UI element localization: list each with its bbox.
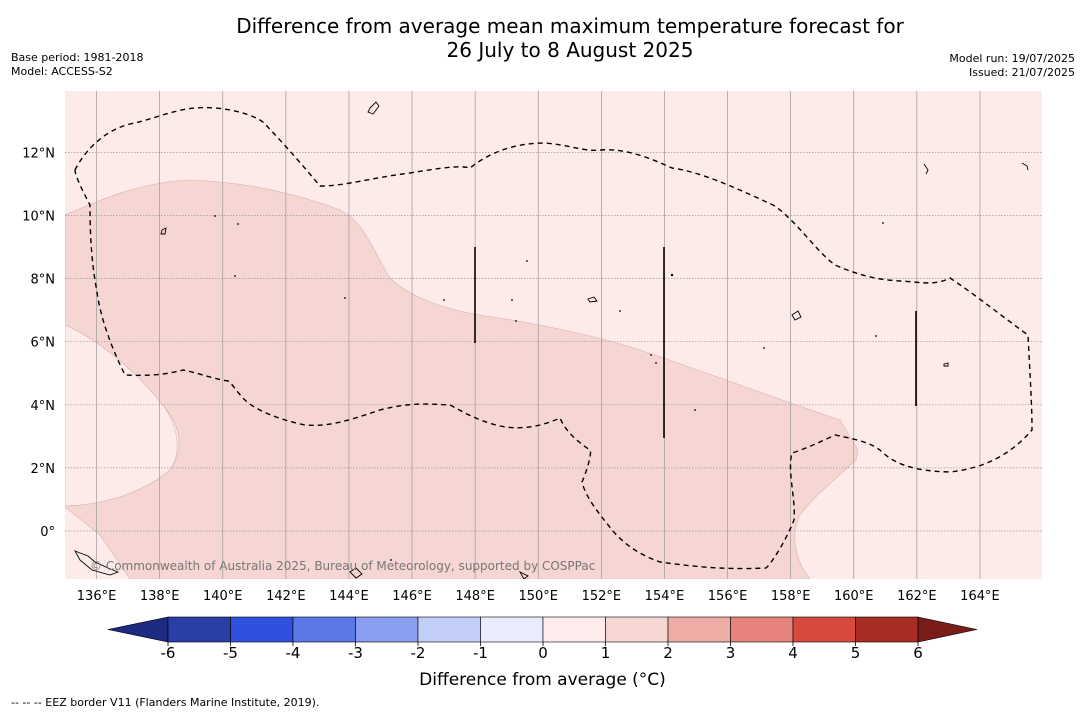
longitude-labels: 136°E 138°E 140°E 142°E 144°E 146°E 148°E 150°E… — [77, 589, 1000, 604]
lon-label: 162°E — [897, 589, 937, 604]
lon-label: 154°E — [645, 589, 685, 604]
lon-label: 146°E — [392, 589, 432, 604]
lon-label: 164°E — [960, 589, 1000, 604]
colorbar-swatch — [542, 616, 606, 643]
meta-right: Model run: 19/07/2025 Issued: 21/07/2025 — [949, 52, 1075, 80]
colorbar-tick-label: 4 — [788, 644, 798, 662]
colorbar-swatch — [730, 616, 794, 643]
gridlines — [65, 91, 1042, 579]
colorbar-swatch — [480, 616, 544, 643]
colorbar-tick-label: 0 — [538, 644, 548, 662]
lon-label: 136°E — [77, 589, 117, 604]
credit-text: © Commonwealth of Australia 2025, Bureau… — [90, 559, 595, 573]
colorbar-swatch — [792, 616, 856, 643]
lat-label: 6°N — [31, 336, 56, 351]
lon-label: 142°E — [266, 589, 306, 604]
colorbar-tick-label: 2 — [663, 644, 673, 662]
colorbar-swatch — [292, 616, 356, 643]
base-period: Base period: 1981-2018 — [11, 51, 144, 64]
lon-label: 140°E — [203, 589, 243, 604]
lat-label: 10°N — [22, 210, 55, 225]
colorbar — [107, 616, 978, 643]
title-line-1: Difference from average mean maximum tem… — [236, 14, 904, 38]
small-islands — [214, 215, 884, 561]
map-area: © Commonwealth of Australia 2025, Bureau… — [65, 91, 1042, 579]
colorbar-tick-label: -6 — [161, 644, 176, 662]
colorbar-label: Difference from average (°C) — [419, 670, 666, 690]
map-title: Difference from average mean maximum tem… — [0, 14, 1085, 62]
lon-label: 150°E — [518, 589, 558, 604]
lat-label: 8°N — [31, 273, 56, 288]
model-run: Model run: 19/07/2025 — [949, 52, 1075, 65]
lon-label: 158°E — [771, 589, 811, 604]
colorbar-swatch — [667, 616, 731, 643]
issued-date: Issued: 21/07/2025 — [968, 66, 1075, 79]
lat-label: 2°N — [31, 462, 56, 477]
colorbar-tick-label: 5 — [851, 644, 861, 662]
title-line-2: 26 July to 8 August 2025 — [446, 38, 694, 62]
lon-label: 152°E — [582, 589, 622, 604]
lon-label: 156°E — [708, 589, 748, 604]
colorbar-tick-label: 6 — [913, 644, 923, 662]
colorbar-tick-label: 1 — [601, 644, 611, 662]
colorbar-tick-label: -5 — [223, 644, 238, 662]
lat-label: 12°N — [22, 146, 55, 161]
colorbar-swatch — [417, 616, 481, 643]
latitude-labels: 12°N 10°N 8°N 6°N 4°N 2°N 0° — [22, 146, 55, 540]
eez-footnote: -- -- -- EEZ border V11 (Flanders Marine… — [11, 696, 320, 709]
meta-left: Base period: 1981-2018 Model: ACCESS-S2 — [11, 51, 143, 79]
colorbar-tick-label: -3 — [348, 644, 363, 662]
colorbar-tick-label: -4 — [286, 644, 301, 662]
model-name: Model: ACCESS-S2 — [11, 65, 113, 78]
colorbar-high-extend — [917, 616, 978, 643]
eez-border-north — [74, 106, 1033, 570]
lon-label: 160°E — [834, 589, 874, 604]
lon-label: 148°E — [455, 589, 495, 604]
anomaly-0-1-southwest — [65, 324, 178, 507]
colorbar-swatch — [855, 616, 919, 643]
colorbar-swatch — [605, 616, 669, 643]
colorbar-tick-label: -2 — [411, 644, 426, 662]
lat-label: 0° — [40, 525, 55, 540]
colorbar-tick-label: -1 — [473, 644, 488, 662]
region-dividers — [474, 247, 917, 438]
colorbar-swatch — [355, 616, 419, 643]
colorbar-tick-labels: -6 -5 -4 -3 -2 -1 0 1 2 3 4 5 6 — [161, 642, 923, 662]
lon-label: 138°E — [140, 589, 180, 604]
colorbar-swatch — [167, 616, 231, 643]
colorbar-low-extend — [107, 616, 169, 643]
land-outlines — [74, 101, 1029, 579]
lon-label: 144°E — [329, 589, 369, 604]
colorbar-tick-label: 3 — [726, 644, 736, 662]
lat-label: 4°N — [31, 399, 56, 414]
colorbar-swatch — [230, 616, 294, 643]
